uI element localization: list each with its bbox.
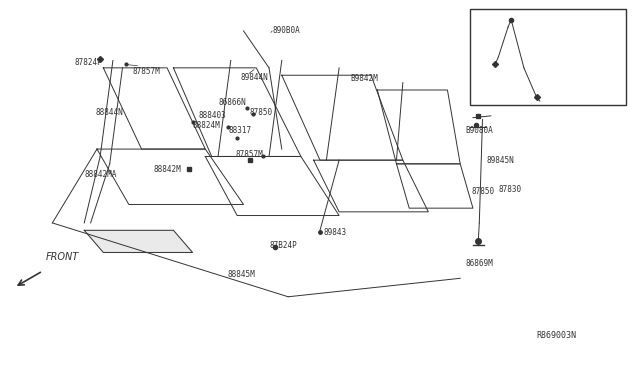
Text: 89844N: 89844N [241,73,268,81]
Text: 86866N: 86866N [218,99,246,108]
Text: 88842M: 88842M [153,165,180,174]
Text: 88317: 88317 [229,126,252,135]
Text: B9842M: B9842M [351,74,378,83]
Text: 87857M: 87857M [236,150,264,159]
Polygon shape [84,230,193,253]
Text: 87824P: 87824P [75,58,102,67]
Bar [470,9,626,105]
Text: 87830: 87830 [499,185,522,194]
Text: 888403: 888403 [199,111,227,121]
Text: 88824M: 88824M [193,121,220,129]
Text: B9080A: B9080A [465,126,493,135]
Text: 890B0A: 890B0A [272,26,300,35]
Text: 88842MA: 88842MA [84,170,116,179]
Text: 87850: 87850 [250,108,273,117]
Text: FRONT: FRONT [46,252,79,262]
Text: 89845N: 89845N [487,155,515,165]
Text: 86B48R: 86B48R [505,51,532,60]
Text: 88844N: 88844N [96,108,124,117]
Text: R869003N: R869003N [537,331,577,340]
Text: 87850: 87850 [472,187,495,196]
Text: 86869M: 86869M [465,259,493,268]
Text: 87857M: 87857M [132,67,160,76]
Text: 89843: 89843 [323,228,346,237]
Text: 88845M: 88845M [228,270,255,279]
Text: 87B24P: 87B24P [269,241,297,250]
